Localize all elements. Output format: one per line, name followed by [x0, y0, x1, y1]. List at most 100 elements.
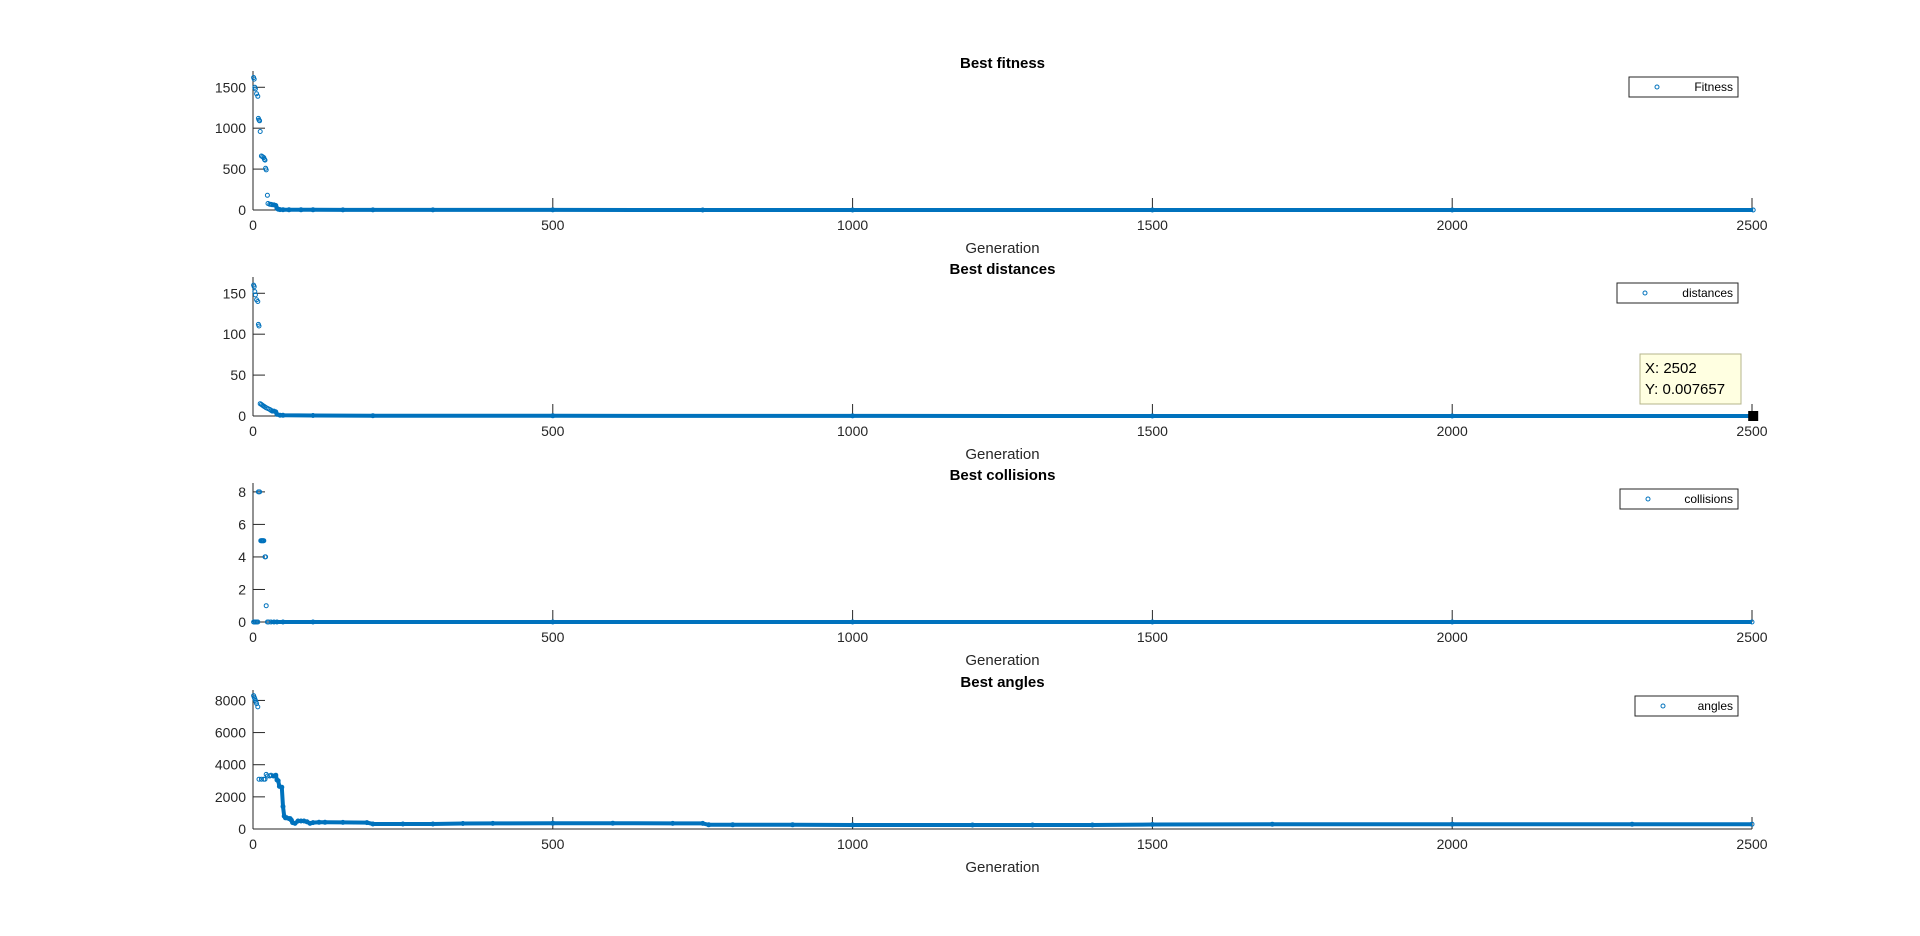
subplot-title: Best distances	[950, 261, 1056, 278]
x-tick-label: 1500	[1137, 217, 1168, 233]
data-point	[400, 821, 406, 827]
data-point	[310, 619, 316, 625]
subplot-title: Best fitness	[960, 55, 1045, 72]
y-tick-label: 2000	[215, 789, 246, 805]
data-point	[274, 619, 280, 625]
data-point	[340, 207, 346, 213]
y-tick-label: 0	[238, 202, 246, 218]
x-tick-label: 1500	[1137, 836, 1168, 852]
x-axis-label: Generation	[965, 859, 1039, 876]
data-point	[257, 118, 263, 124]
data-point	[1749, 821, 1755, 827]
data-point	[340, 819, 346, 825]
legend-marker	[1642, 290, 1648, 296]
data-point	[257, 129, 263, 134]
data-point	[280, 207, 286, 213]
y-tick-label: 100	[223, 326, 247, 342]
data-point	[280, 412, 286, 418]
data-point	[1449, 619, 1455, 625]
y-tick-label: 0	[238, 821, 246, 837]
data-point	[310, 820, 316, 826]
data-point	[310, 413, 316, 418]
data-point	[706, 822, 712, 828]
data-point	[268, 772, 274, 778]
data-point	[252, 86, 258, 92]
data-point	[277, 207, 283, 213]
data-point	[288, 817, 294, 823]
y-tick-label: 4	[238, 549, 246, 565]
data-point	[295, 818, 301, 824]
series-line	[270, 773, 1752, 827]
x-tick-label: 1000	[837, 836, 868, 852]
legend-box	[1634, 695, 1739, 717]
data-point	[256, 323, 262, 329]
series-line	[269, 408, 1754, 418]
legend-marker	[1660, 703, 1666, 709]
data-point	[277, 412, 283, 418]
data-point	[364, 820, 370, 826]
data-point	[550, 619, 556, 625]
data-point	[700, 207, 706, 213]
data-point	[460, 821, 466, 826]
data-point	[273, 772, 279, 778]
data-point	[430, 207, 436, 213]
y-tick-label: 150	[223, 285, 247, 301]
data-point	[255, 93, 261, 99]
legend-label: distances	[1682, 286, 1733, 300]
subplot-title: Best collisions	[950, 467, 1056, 484]
datatip-y-text: Y: 0.007657	[1645, 381, 1725, 398]
legend-marker	[1654, 84, 1660, 90]
data-point	[1149, 207, 1155, 213]
x-tick-label: 1500	[1137, 629, 1168, 645]
data-point	[255, 299, 261, 304]
data-point	[256, 776, 262, 782]
y-tick-label: 50	[230, 367, 246, 383]
data-point	[275, 778, 281, 784]
y-tick-label: 0	[238, 408, 246, 424]
x-tick-label: 2500	[1736, 423, 1767, 439]
data-point	[310, 207, 316, 213]
x-tick-label: 500	[541, 423, 565, 439]
y-tick-label: 8	[238, 484, 246, 500]
data-point	[670, 820, 676, 826]
x-tick-label: 2000	[1437, 836, 1468, 852]
y-tick-label: 4000	[215, 757, 246, 773]
x-axis-label: Generation	[965, 652, 1039, 669]
data-point	[252, 292, 258, 298]
data-point	[261, 538, 267, 544]
data-point	[1449, 413, 1455, 419]
legend-label: collisions	[1684, 492, 1733, 506]
legend-box	[1619, 488, 1739, 510]
x-tick-label: 500	[541, 836, 565, 852]
x-tick-label: 500	[541, 629, 565, 645]
data-point	[322, 819, 328, 825]
data-point	[850, 207, 856, 213]
data-point	[266, 619, 272, 625]
data-point	[1449, 207, 1455, 213]
data-point	[850, 619, 856, 625]
datatip-x-text: X: 2502	[1645, 360, 1697, 377]
data-point	[1750, 207, 1756, 213]
data-point	[298, 818, 304, 824]
legend-box	[1628, 76, 1739, 98]
data-point	[610, 820, 616, 826]
data-point	[251, 284, 257, 290]
data-point	[273, 409, 279, 415]
legend-marker	[1645, 496, 1651, 502]
data-point	[262, 776, 268, 782]
y-tick-label: 6	[238, 516, 246, 532]
datatip-box	[1639, 353, 1742, 405]
data-point	[970, 822, 975, 828]
data-point	[1749, 619, 1755, 625]
data-point	[273, 203, 279, 208]
data-point	[700, 820, 706, 826]
x-tick-label: 2000	[1437, 423, 1468, 439]
data-point	[550, 413, 556, 419]
data-point	[490, 820, 496, 826]
series-line	[270, 202, 1754, 212]
x-tick-label: 1000	[837, 217, 868, 233]
x-tick-label: 1500	[1137, 423, 1168, 439]
x-axis-label: Generation	[965, 240, 1039, 257]
x-tick-label: 0	[249, 629, 257, 645]
